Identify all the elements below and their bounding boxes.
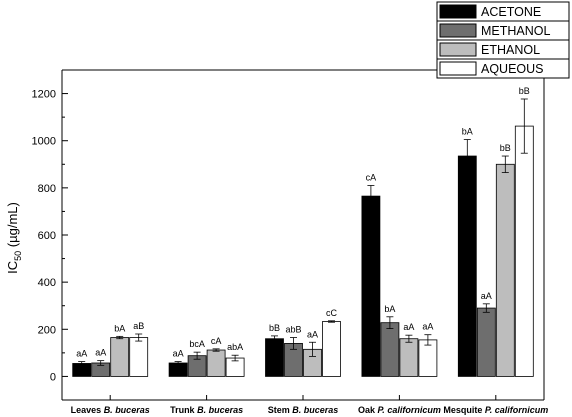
- data-label: aA: [403, 322, 414, 332]
- y-tick-label: 0: [50, 371, 56, 383]
- x-category-label: Mesquite P. californicum: [443, 405, 548, 415]
- bar: [514, 125, 534, 377]
- data-label: aA: [95, 348, 106, 358]
- data-label: abA: [227, 342, 243, 352]
- bar: [265, 338, 284, 377]
- data-label: aA: [76, 349, 87, 359]
- legend-label: ACETONE: [481, 5, 541, 19]
- y-tick-label: 800: [38, 183, 56, 195]
- data-label: bA: [462, 127, 473, 137]
- bars-layer: [72, 98, 534, 377]
- x-category-label: Stem B. buceras: [268, 405, 339, 415]
- bar: [168, 362, 188, 377]
- y-tick-label: 400: [38, 277, 56, 289]
- legend-swatch: [439, 42, 477, 57]
- bar: [206, 349, 226, 377]
- data-label: aB: [133, 321, 144, 331]
- y-tick-label: 200: [38, 324, 56, 336]
- bar: [322, 321, 341, 377]
- data-label: aA: [307, 329, 318, 339]
- legend-swatch: [439, 61, 477, 76]
- data-label: bcA: [189, 339, 205, 349]
- data-label: abB: [285, 325, 301, 335]
- x-category-label: Trunk B. buceras: [170, 405, 243, 415]
- data-label: bA: [114, 323, 125, 333]
- y-axis-label: IC50 (µg/mL): [5, 202, 23, 274]
- data-label: aA: [173, 349, 184, 359]
- legend-label: METHANOL: [481, 24, 551, 38]
- bar: [129, 337, 149, 377]
- data-label: cC: [326, 308, 338, 318]
- data-label: cA: [211, 336, 222, 346]
- data-label: aA: [422, 322, 433, 332]
- data-label: bB: [269, 323, 280, 333]
- bar: [476, 307, 496, 377]
- bar: [380, 322, 400, 377]
- legend-label: ETHANOL: [481, 43, 540, 57]
- legend-swatch: [439, 23, 477, 38]
- x-category-label: Leaves B. buceras: [71, 405, 150, 415]
- bar: [495, 163, 515, 377]
- bar: [399, 338, 419, 377]
- bar: [110, 337, 130, 377]
- data-label: aA: [481, 291, 492, 301]
- labels-layer: aA aA bA aB Leaves B. buceras aA bcA cA abA Trunk…: [71, 86, 549, 415]
- legend: ACETONE METHANOL ETHANOL AQUEOUS: [436, 1, 570, 79]
- y-tick-label: 1200: [32, 89, 56, 101]
- data-label: bA: [384, 304, 395, 314]
- data-label: bB: [519, 86, 530, 96]
- y-tick-label: 1000: [32, 136, 56, 148]
- legend-label: AQUEOUS: [481, 62, 544, 76]
- bar: [457, 155, 477, 377]
- bar: [361, 195, 381, 377]
- data-label: cA: [366, 173, 377, 183]
- data-label: bB: [500, 143, 511, 153]
- y-tick-label: 600: [38, 230, 56, 242]
- legend-swatch: [439, 4, 477, 19]
- x-category-label: Oak P. californicum: [358, 405, 441, 415]
